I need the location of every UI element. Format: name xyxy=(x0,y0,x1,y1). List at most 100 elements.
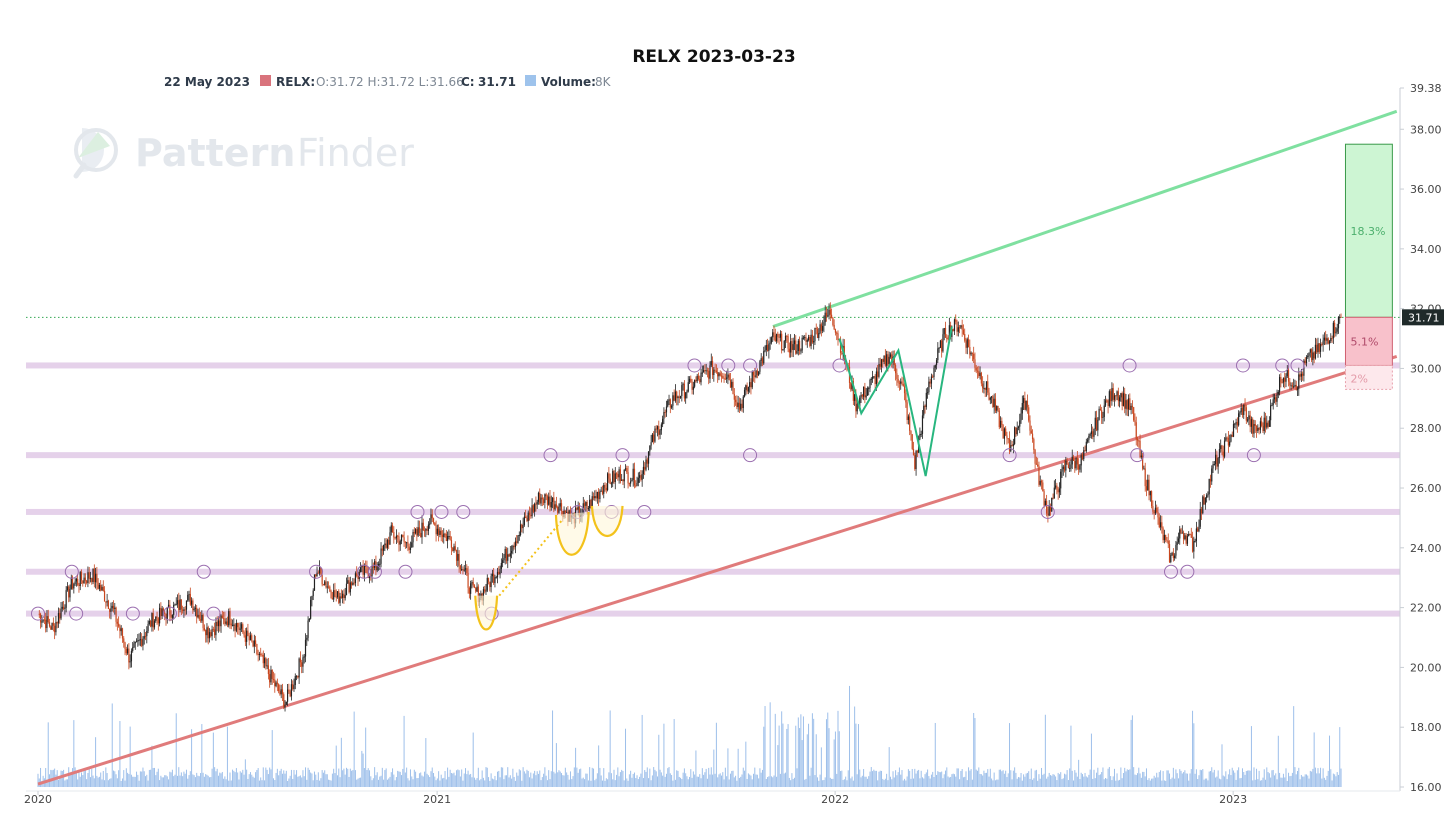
candle-body xyxy=(632,468,634,480)
candle-body xyxy=(679,396,682,398)
volume-bar xyxy=(1083,776,1085,787)
candle-body xyxy=(866,388,869,396)
candle-body xyxy=(946,337,948,339)
volume-bar xyxy=(406,767,408,787)
candle-body xyxy=(1008,438,1011,452)
volume-bar xyxy=(612,779,614,787)
candle-body xyxy=(804,337,806,339)
candle-body xyxy=(687,382,689,392)
volume-bar xyxy=(1276,779,1278,787)
candle-body xyxy=(531,505,533,517)
candle-body xyxy=(976,370,979,372)
candle-body xyxy=(618,469,620,478)
volume-bar xyxy=(484,780,486,787)
candle-body xyxy=(887,354,889,365)
volume-bar xyxy=(143,771,145,787)
candle-body xyxy=(839,338,842,353)
volume-bar xyxy=(235,768,237,787)
candle-body xyxy=(626,468,628,473)
candle-body xyxy=(1108,391,1110,406)
candle-body xyxy=(718,373,720,377)
volume-bar xyxy=(979,773,981,787)
volume-bar xyxy=(221,771,223,787)
target-zone xyxy=(1344,143,1393,318)
candle-body xyxy=(56,622,58,624)
candle-body xyxy=(777,333,779,337)
logo-text-light: Finder xyxy=(297,131,414,175)
volume-bar xyxy=(481,770,483,787)
volume-bar xyxy=(630,770,632,787)
candle-body xyxy=(386,539,389,548)
candle-body xyxy=(1118,397,1121,402)
volume-bar xyxy=(311,773,313,787)
candle-body xyxy=(380,548,382,564)
candle-body xyxy=(183,609,185,611)
candle-body xyxy=(576,507,578,510)
volume-bar xyxy=(326,774,328,787)
volume-bar xyxy=(1089,769,1091,787)
volume-bar xyxy=(526,769,528,787)
volume-bar xyxy=(1011,779,1013,787)
candle-body xyxy=(824,312,826,323)
candle-body xyxy=(216,621,218,627)
candle-body xyxy=(786,335,788,337)
volume-bar xyxy=(191,729,193,787)
candle-body xyxy=(1313,352,1315,359)
volume-bar xyxy=(889,776,891,787)
volume-bar xyxy=(607,779,609,787)
volume-bar xyxy=(842,779,844,787)
volume-bar xyxy=(1293,706,1295,787)
volume-bar xyxy=(1266,767,1268,787)
volume-bar xyxy=(691,777,693,787)
volume-bar xyxy=(1305,774,1307,787)
candle-body xyxy=(452,547,454,551)
volume-bar xyxy=(477,767,479,787)
volume-bar xyxy=(907,769,909,787)
candle-body xyxy=(760,358,762,361)
candle-body xyxy=(1277,391,1279,395)
candle-body xyxy=(260,653,262,655)
candle-body xyxy=(664,412,666,414)
pivot-circle xyxy=(1180,564,1195,579)
candle-body xyxy=(420,532,422,538)
candle-body xyxy=(184,609,186,611)
volume-bar xyxy=(100,772,102,787)
candle-body xyxy=(290,684,293,697)
candle-body xyxy=(240,624,243,629)
candle-body xyxy=(1029,420,1031,431)
candle-body xyxy=(144,635,147,637)
volume-bar xyxy=(744,770,746,787)
volume-bar xyxy=(1247,770,1249,787)
y-tick-label: 38.00 xyxy=(1410,123,1442,136)
candle-body xyxy=(583,503,586,506)
candle-body xyxy=(47,616,49,623)
volume-bar xyxy=(628,774,630,787)
volume-bar xyxy=(1056,780,1058,787)
volume-bar xyxy=(178,767,180,787)
candle-body xyxy=(1066,460,1068,465)
candle-body xyxy=(1284,377,1286,382)
volume-bar xyxy=(1005,770,1007,787)
volume-bar xyxy=(130,774,132,787)
volume-bar xyxy=(1046,778,1048,787)
candle-body xyxy=(723,377,725,379)
candle-body xyxy=(238,627,240,630)
volume-bar xyxy=(251,774,253,787)
stop-zone xyxy=(1344,316,1393,366)
volume-bar xyxy=(1218,778,1220,787)
candle-body xyxy=(527,512,529,522)
volume-bar xyxy=(747,773,749,787)
candle-body xyxy=(1124,393,1126,409)
volume-bar xyxy=(401,775,403,787)
candle-body xyxy=(746,385,748,392)
volume-bar xyxy=(1194,773,1196,787)
candle-body xyxy=(94,573,97,583)
candle-body xyxy=(265,658,267,667)
candle-body xyxy=(886,354,888,366)
candle-body xyxy=(1156,507,1158,513)
candle-body xyxy=(77,578,79,585)
candle-body xyxy=(1122,393,1125,406)
candle-body xyxy=(1203,496,1205,505)
candle-body xyxy=(656,426,659,430)
